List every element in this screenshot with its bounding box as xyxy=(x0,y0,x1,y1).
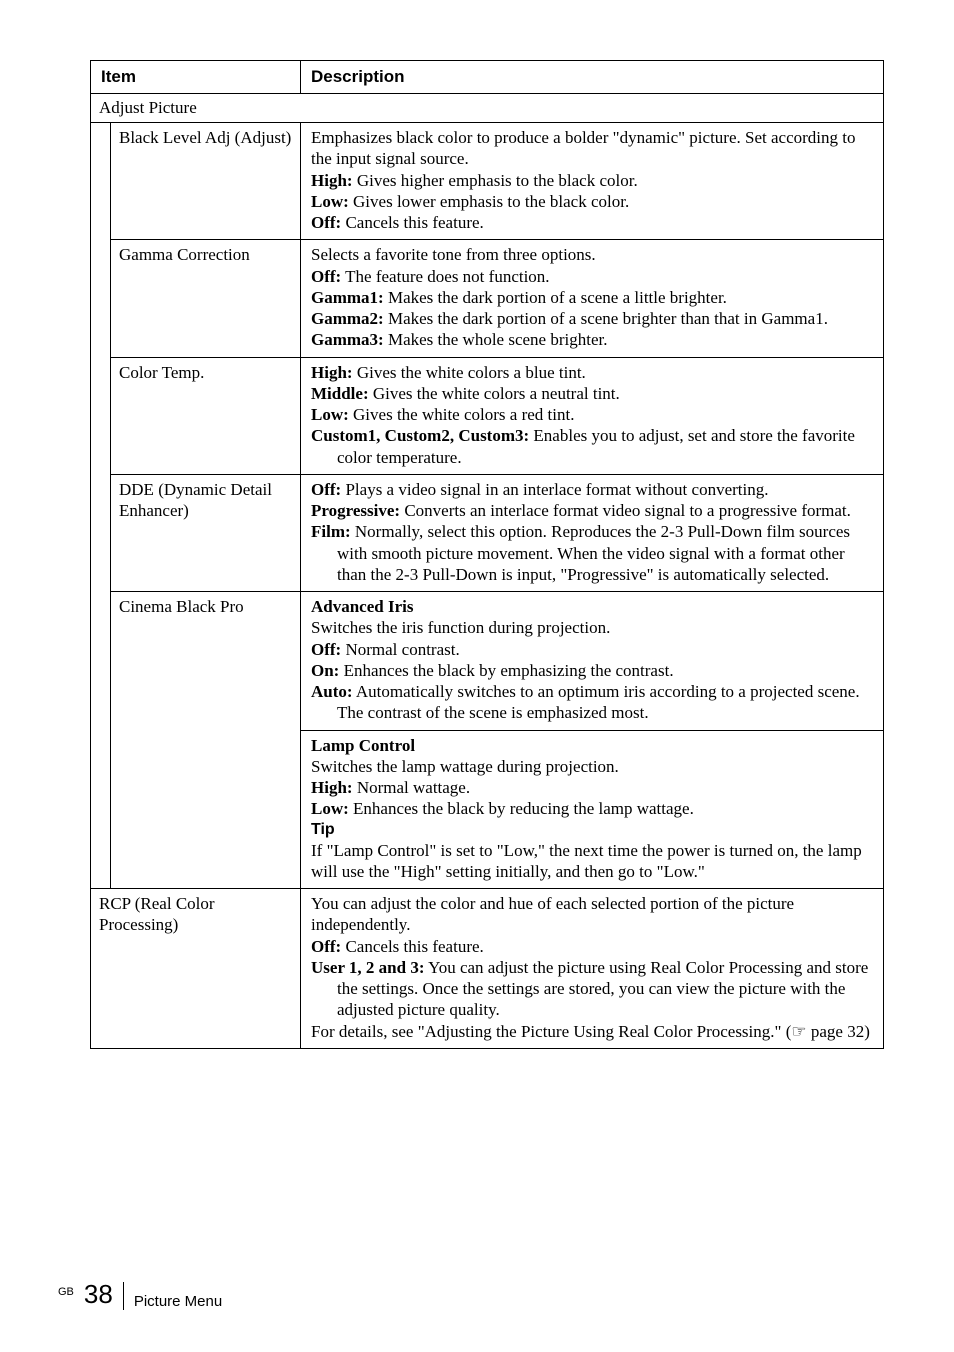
desc-rcp: You can adjust the color and hue of each… xyxy=(301,889,884,1049)
footer-divider xyxy=(123,1282,124,1310)
row-gamma: Gamma Correction Selects a favorite tone… xyxy=(91,240,884,357)
footer-section: Picture Menu xyxy=(134,1293,222,1310)
tip-label: Tip xyxy=(311,820,873,840)
section-title: Adjust Picture xyxy=(91,94,884,123)
desc-cinema-iris: Advanced IrisSwitches the iris function … xyxy=(301,592,884,731)
header-description: Description xyxy=(301,61,884,94)
header-item: Item xyxy=(91,61,301,94)
desc-cinema-lamp: Lamp ControlSwitches the lamp wattage du… xyxy=(301,730,884,889)
item-cinema: Cinema Black Pro xyxy=(111,592,301,889)
row-dde: DDE (Dynamic Detail Enhancer) Off: Plays… xyxy=(91,474,884,591)
tip-text: If "Lamp Control" is set to "Low," the n… xyxy=(311,840,873,883)
item-dde: DDE (Dynamic Detail Enhancer) xyxy=(111,474,301,591)
desc-gamma: Selects a favorite tone from three optio… xyxy=(301,240,884,357)
row-rcp: RCP (Real Color Processing) You can adju… xyxy=(91,889,884,1049)
desc-dde: Off: Plays a video signal in an interlac… xyxy=(301,474,884,591)
row-cinema-1: Cinema Black Pro Advanced IrisSwitches t… xyxy=(91,592,884,731)
item-gamma: Gamma Correction xyxy=(111,240,301,357)
footer-gb: GB xyxy=(58,1286,74,1298)
item-black-level: Black Level Adj (Adjust) xyxy=(111,123,301,240)
settings-table: Item Description Adjust Picture Black Le… xyxy=(90,60,884,1049)
row-color-temp: Color Temp. High: Gives the white colors… xyxy=(91,357,884,474)
table-header-row: Item Description xyxy=(91,61,884,94)
row-black-level: Black Level Adj (Adjust) Emphasizes blac… xyxy=(91,123,884,240)
page-footer: GB 38 Picture Menu xyxy=(58,1279,222,1310)
lamp-desc: Lamp ControlSwitches the lamp wattage du… xyxy=(311,735,873,820)
desc-black-level: Emphasizes black color to produce a bold… xyxy=(301,123,884,240)
section-row: Adjust Picture xyxy=(91,94,884,123)
item-color-temp: Color Temp. xyxy=(111,357,301,474)
footer-page-number: 38 xyxy=(84,1279,113,1310)
desc-color-temp: High: Gives the white colors a blue tint… xyxy=(301,357,884,474)
item-rcp: RCP (Real Color Processing) xyxy=(91,889,301,1049)
indent-cell xyxy=(91,123,111,889)
